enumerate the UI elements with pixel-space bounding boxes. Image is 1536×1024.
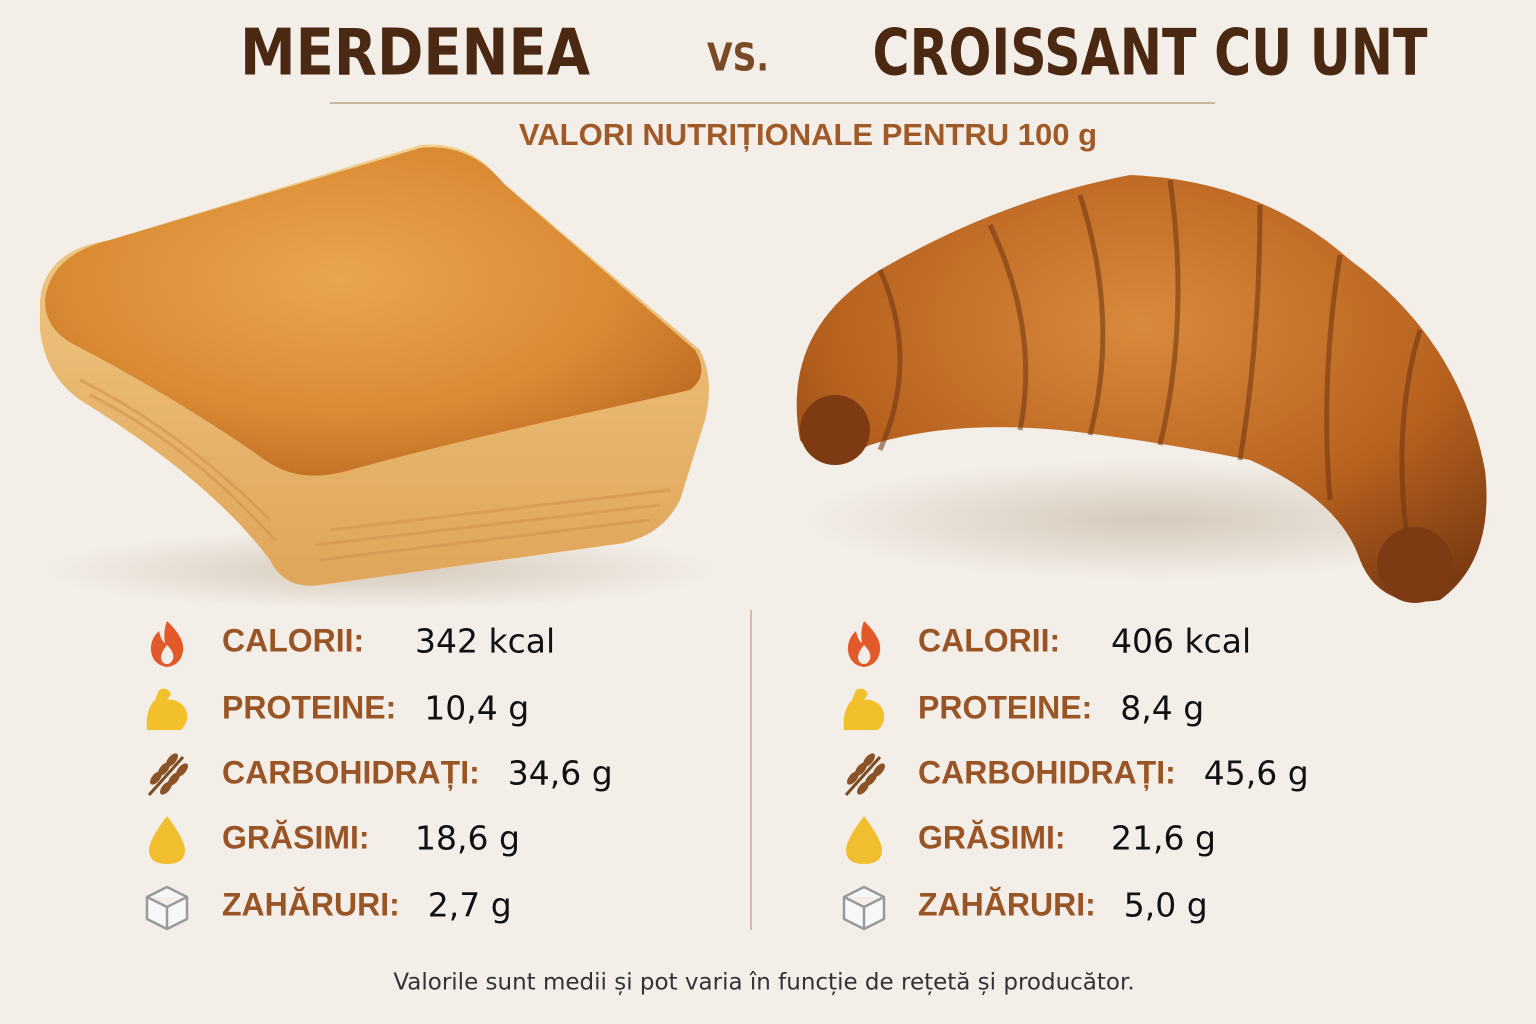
nutrient-value: 406 kcal	[1111, 622, 1251, 661]
nutrient-value: 34,6 g	[508, 754, 613, 793]
nutrition-row: ZAHĂRURI: 2,7 g	[145, 885, 512, 931]
row-icon	[843, 688, 885, 730]
icon-cube	[145, 885, 189, 931]
nutrition-row: GRĂSIMI: 18,6 g	[149, 816, 520, 864]
icon-muscle	[146, 688, 188, 730]
nutrient-value: 342 kcal	[415, 622, 555, 661]
subtitle: VALORI NUTRIȚIONALE PENTRU 100 g	[519, 117, 1097, 152]
nutrient-value: 10,4 g	[424, 689, 529, 728]
nutrient-value: 5,0 g	[1124, 886, 1208, 925]
nutrition-row: CARBOHIDRAȚI: 45,6 g	[844, 753, 1309, 797]
nutrient-value: 2,7 g	[428, 886, 512, 925]
icon-flame-inner	[858, 645, 871, 664]
title-left: MERDENEA	[240, 17, 590, 91]
nutrient-label: PROTEINE:	[222, 689, 396, 725]
icon-drop	[846, 816, 882, 864]
row-icon	[844, 753, 885, 797]
icon-cube	[842, 885, 886, 931]
nutrient-value: 21,6 g	[1111, 819, 1216, 858]
nutrient-label: GRĂSIMI:	[222, 819, 370, 855]
nutrient-label: ZAHĂRURI:	[222, 886, 400, 922]
icon-flame-inner	[161, 645, 174, 664]
icon-wheat-grain	[863, 753, 875, 767]
icon-wheat-grain	[873, 763, 885, 777]
nutrition-row: GRĂSIMI: 21,6 g	[846, 816, 1216, 864]
row-icon	[147, 753, 188, 797]
title-right: CROISSANT CU UNT	[873, 17, 1428, 91]
nutrient-label: CARBOHIDRAȚI:	[918, 754, 1176, 790]
nutrient-label: CALORII:	[222, 622, 364, 658]
vs-label: VS.	[707, 36, 769, 80]
icon-wheat-stem	[147, 755, 185, 797]
icon-flame	[150, 621, 184, 667]
nutrition-row: PROTEINE: 10,4 g	[146, 688, 529, 730]
icon-wheat-stem	[844, 755, 882, 797]
nutrition-row: ZAHĂRURI: 5,0 g	[842, 885, 1208, 931]
icon-wheat-grain	[176, 763, 188, 777]
row-icon	[842, 885, 886, 931]
nutrient-value: 8,4 g	[1120, 689, 1204, 728]
nutrition-row: CALORII: 406 kcal	[847, 621, 1251, 667]
nutrition-row: PROTEINE: 8,4 g	[843, 688, 1204, 730]
merdenea-image	[40, 144, 720, 610]
nutrient-value: 45,6 g	[1204, 754, 1309, 793]
icon-drop	[149, 816, 185, 864]
row-icon	[145, 885, 189, 931]
row-icon	[150, 621, 184, 667]
nutrition-row: CARBOHIDRAȚI: 34,6 g	[147, 753, 613, 797]
icon-muscle	[843, 688, 885, 730]
croissant-image	[796, 175, 1500, 603]
nutrient-label: CARBOHIDRAȚI:	[222, 754, 480, 790]
nutrient-label: ZAHĂRURI:	[918, 886, 1096, 922]
nutrient-label: PROTEINE:	[918, 689, 1092, 725]
nutrition-rows: CALORII: 342 kcal PROTEINE: 10,4 g CARBOHIDR…	[145, 621, 1309, 931]
row-icon	[146, 688, 188, 730]
nutrient-label: CALORII:	[918, 622, 1060, 658]
nutrition-row: CALORII: 342 kcal	[150, 621, 555, 667]
nutrient-label: GRĂSIMI:	[918, 819, 1066, 855]
row-icon	[846, 816, 882, 864]
nutrient-value: 18,6 g	[415, 819, 520, 858]
row-icon	[149, 816, 185, 864]
row-icon	[847, 621, 881, 667]
icon-wheat-grain	[166, 753, 178, 767]
footnote: Valorile sunt medii și pot varia în func…	[393, 970, 1134, 996]
icon-flame	[847, 621, 881, 667]
